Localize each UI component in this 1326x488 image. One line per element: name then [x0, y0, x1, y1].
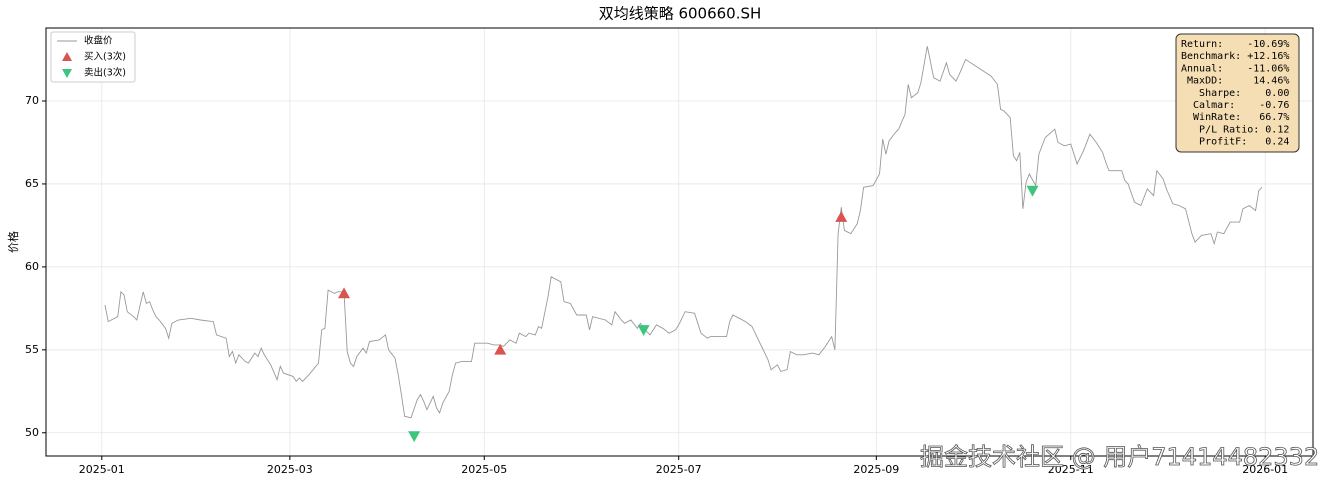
stats-line: Benchmark: +12.16% [1181, 51, 1289, 62]
y-tick-label: 65 [25, 177, 39, 190]
sell-marker [637, 325, 650, 336]
legend-swatch [62, 69, 72, 78]
y-tick-label: 55 [25, 343, 39, 356]
legend-label: 收盘价 [84, 35, 113, 47]
legend-label: 卖出(3次) [84, 67, 126, 79]
stats-line: MaxDD: 14.46% [1181, 76, 1289, 87]
legend-swatch [62, 52, 72, 61]
y-tick-label: 50 [25, 426, 39, 439]
stats-line: Calmar: -0.76 [1181, 100, 1289, 111]
buy-marker [494, 343, 507, 355]
stats-line: Sharpe: 0.00 [1181, 88, 1289, 99]
y-tick-label: 60 [25, 260, 39, 273]
x-tick-label: 2025-03 [267, 463, 313, 476]
legend-box [50, 31, 136, 83]
x-tick-label: 2025-07 [656, 463, 702, 476]
x-tick-label: 2025-01 [79, 463, 125, 476]
x-tick-label: 2025-09 [853, 463, 899, 476]
stats-line: ProfitF: 0.24 [1181, 137, 1289, 148]
stats-line: Annual: -11.06% [1181, 63, 1289, 74]
watermark: 掘金技术社区 @ 用户71414482332 [920, 443, 1319, 471]
x-tick-label: 2025-11 [1048, 463, 1094, 476]
sell-marker [408, 431, 421, 443]
buy-marker [338, 287, 351, 299]
chart-title: 双均线策略 600660.SH [599, 5, 762, 23]
x-tick-label: 2025-05 [461, 463, 507, 476]
stats-line: Return: -10.69% [1181, 39, 1289, 50]
price-line [104, 46, 1263, 419]
y-axis-label: 价格 [6, 231, 20, 253]
x-tick-label: 2026-01 [1242, 463, 1288, 476]
sell-marker [1026, 185, 1039, 197]
stats-box [1175, 33, 1300, 153]
legend-label: 买入(3次) [84, 51, 126, 63]
plot-frame [45, 27, 1314, 457]
stats-line: P/L Ratio: 0.12 [1181, 124, 1289, 135]
buy-marker [835, 211, 848, 222]
stats-line: WinRate: 66.7% [1181, 112, 1289, 123]
y-tick-label: 70 [25, 94, 39, 107]
